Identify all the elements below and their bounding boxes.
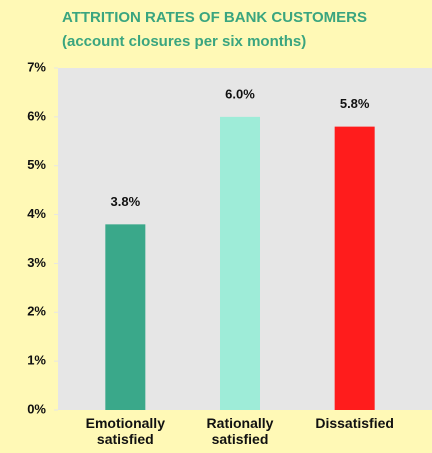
y-tick-label: 3% bbox=[27, 255, 46, 270]
data-label: 6.0% bbox=[225, 86, 255, 101]
bar bbox=[334, 126, 375, 410]
bar bbox=[105, 224, 146, 410]
chart-title: ATTRITION RATES OF BANK CUSTOMERS bbox=[62, 9, 367, 26]
y-tick-label: 0% bbox=[27, 401, 46, 416]
y-tick-label: 2% bbox=[27, 304, 46, 319]
chart-subtitle: (account closures per six months) bbox=[62, 33, 306, 50]
y-tick-label: 4% bbox=[27, 206, 46, 221]
x-tick-label: Rationally satisfied bbox=[206, 415, 274, 447]
y-tick-label: 1% bbox=[27, 353, 46, 368]
data-label: 5.8% bbox=[340, 96, 370, 111]
y-tick-label: 7% bbox=[27, 59, 46, 74]
data-label: 3.8% bbox=[111, 194, 141, 209]
y-tick-label: 5% bbox=[27, 157, 46, 172]
x-tick-label: Emotionally satisfied bbox=[85, 415, 165, 447]
bar bbox=[220, 116, 260, 410]
y-tick-label: 6% bbox=[27, 108, 46, 123]
x-tick-label: Dissatisfied bbox=[315, 415, 394, 431]
